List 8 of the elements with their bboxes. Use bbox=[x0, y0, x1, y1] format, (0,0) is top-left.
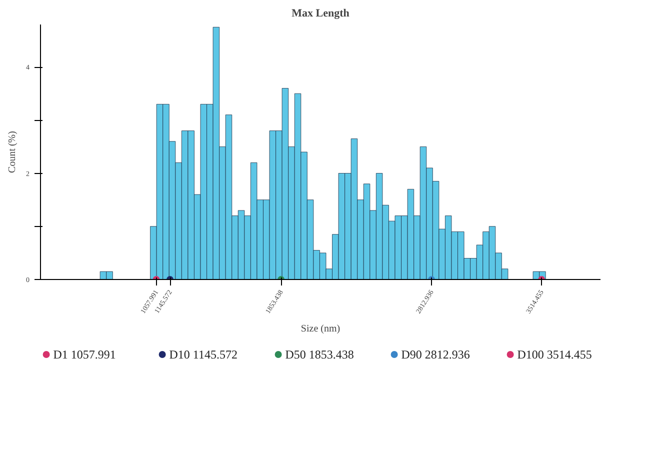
legend-label: D90 2812.936 bbox=[401, 348, 470, 362]
y-axis-title: Count (%) bbox=[7, 131, 18, 173]
legend-label: D50 1853.438 bbox=[285, 348, 354, 362]
x-axis-title: Size (nm) bbox=[300, 323, 340, 334]
legend-label: D1 1057.991 bbox=[53, 348, 116, 362]
chart-title: Max Length bbox=[292, 8, 350, 20]
legend-label: D10 1145.572 bbox=[169, 348, 238, 362]
legend-label: D100 3514.455 bbox=[517, 348, 592, 362]
